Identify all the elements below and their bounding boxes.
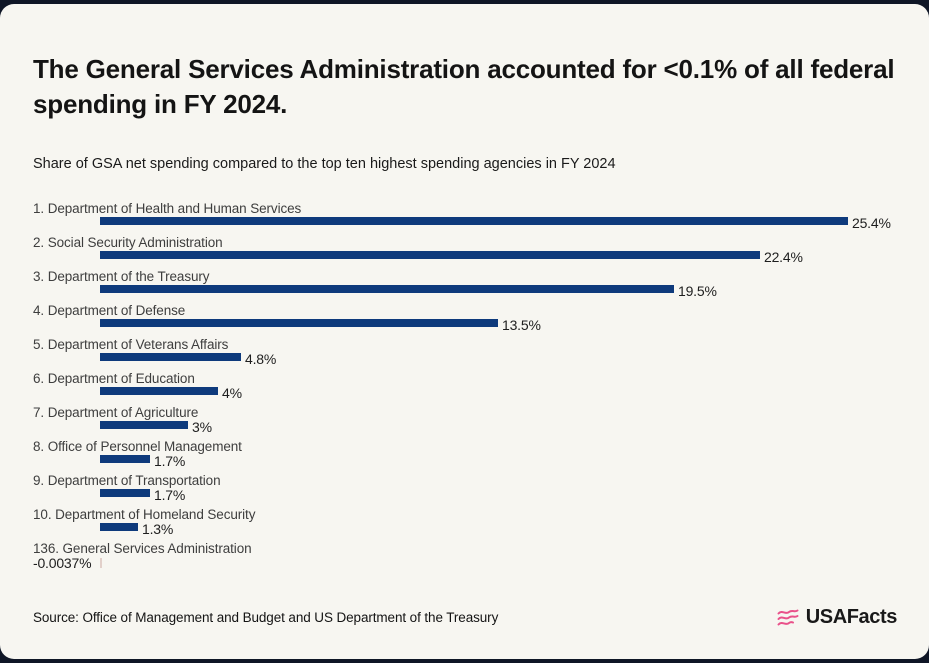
chart-row: 136. General Services Administration -0.0…: [33, 541, 897, 571]
bar-label: 5. Department of Veterans Affairs: [33, 337, 229, 352]
bar[interactable]: [100, 420, 188, 429]
bar-label: 6. Department of Education: [33, 371, 195, 386]
bar-value: 1.3%: [142, 520, 174, 537]
chart-row: 6. Department of Education 4%: [33, 371, 897, 400]
chart-row: 4. Department of Defense 13.5%: [33, 303, 897, 332]
chart-row: 2. Social Security Administration 22.4%: [33, 235, 897, 264]
page-title: The General Services Administration acco…: [33, 54, 895, 119]
bar[interactable]: [100, 488, 150, 497]
bar-value: 1.7%: [154, 452, 186, 469]
chart-rows: 1. Department of Health and Human Servic…: [33, 201, 897, 571]
chart-row: 7. Department of Agriculture 3%: [33, 405, 897, 434]
chart-row: 5. Department of Veterans Affairs 4.8%: [33, 337, 897, 366]
bar-label: 2. Social Security Administration: [33, 235, 223, 250]
bar-label: 9. Department of Transportation: [33, 473, 221, 488]
bar[interactable]: [100, 352, 241, 361]
bar-label: 10. Department of Homeland Security: [33, 507, 256, 522]
bar[interactable]: [100, 558, 102, 568]
chart-card: The General Services Administration acco…: [0, 4, 929, 659]
bar[interactable]: [100, 284, 674, 293]
bar-label: 4. Department of Defense: [33, 303, 186, 318]
usafacts-wordmark: USAFacts: [805, 606, 898, 628]
bar[interactable]: [100, 454, 150, 463]
bar[interactable]: [100, 318, 498, 327]
bar-label: 8. Office of Personnel Management: [33, 439, 242, 454]
bar-value: 4.8%: [245, 350, 277, 367]
bar-label: 3. Department of the Treasury: [33, 269, 210, 284]
chart-row: 1. Department of Health and Human Servic…: [33, 201, 897, 230]
bar-label: 136. General Services Administration: [33, 541, 252, 556]
bar-value: 4%: [222, 384, 242, 401]
bar-label: 7. Department of Agriculture: [33, 405, 199, 420]
source-note: Source: Office of Management and Budget …: [33, 610, 499, 625]
footer: Source: Office of Management and Budget …: [33, 606, 897, 629]
chart-row: 9. Department of Transportation 1.7%: [33, 473, 897, 502]
bar[interactable]: [100, 216, 848, 225]
bar[interactable]: [100, 386, 218, 395]
bar-value: 3%: [192, 418, 212, 435]
bar-label: 1. Department of Health and Human Servic…: [33, 201, 302, 216]
bar-value: 1.7%: [154, 486, 186, 503]
bar-value: 22.4%: [764, 248, 803, 265]
usafacts-flag-icon: [776, 607, 800, 628]
chart-row: 10. Department of Homeland Security 1.3%: [33, 507, 897, 536]
chart-row: 8. Office of Personnel Management 1.7%: [33, 439, 897, 468]
bar-value: 19.5%: [678, 282, 717, 299]
bar[interactable]: [100, 250, 760, 259]
usafacts-logo: USAFacts: [776, 606, 897, 629]
chart-subtitle: Share of GSA net spending compared to th…: [33, 156, 616, 172]
bar-value: 13.5%: [502, 316, 541, 333]
bar-value: 25.4%: [852, 214, 891, 231]
bar-value: -0.0037%: [33, 555, 92, 571]
bar[interactable]: [100, 522, 138, 531]
chart-row: 3. Department of the Treasury 19.5%: [33, 269, 897, 298]
